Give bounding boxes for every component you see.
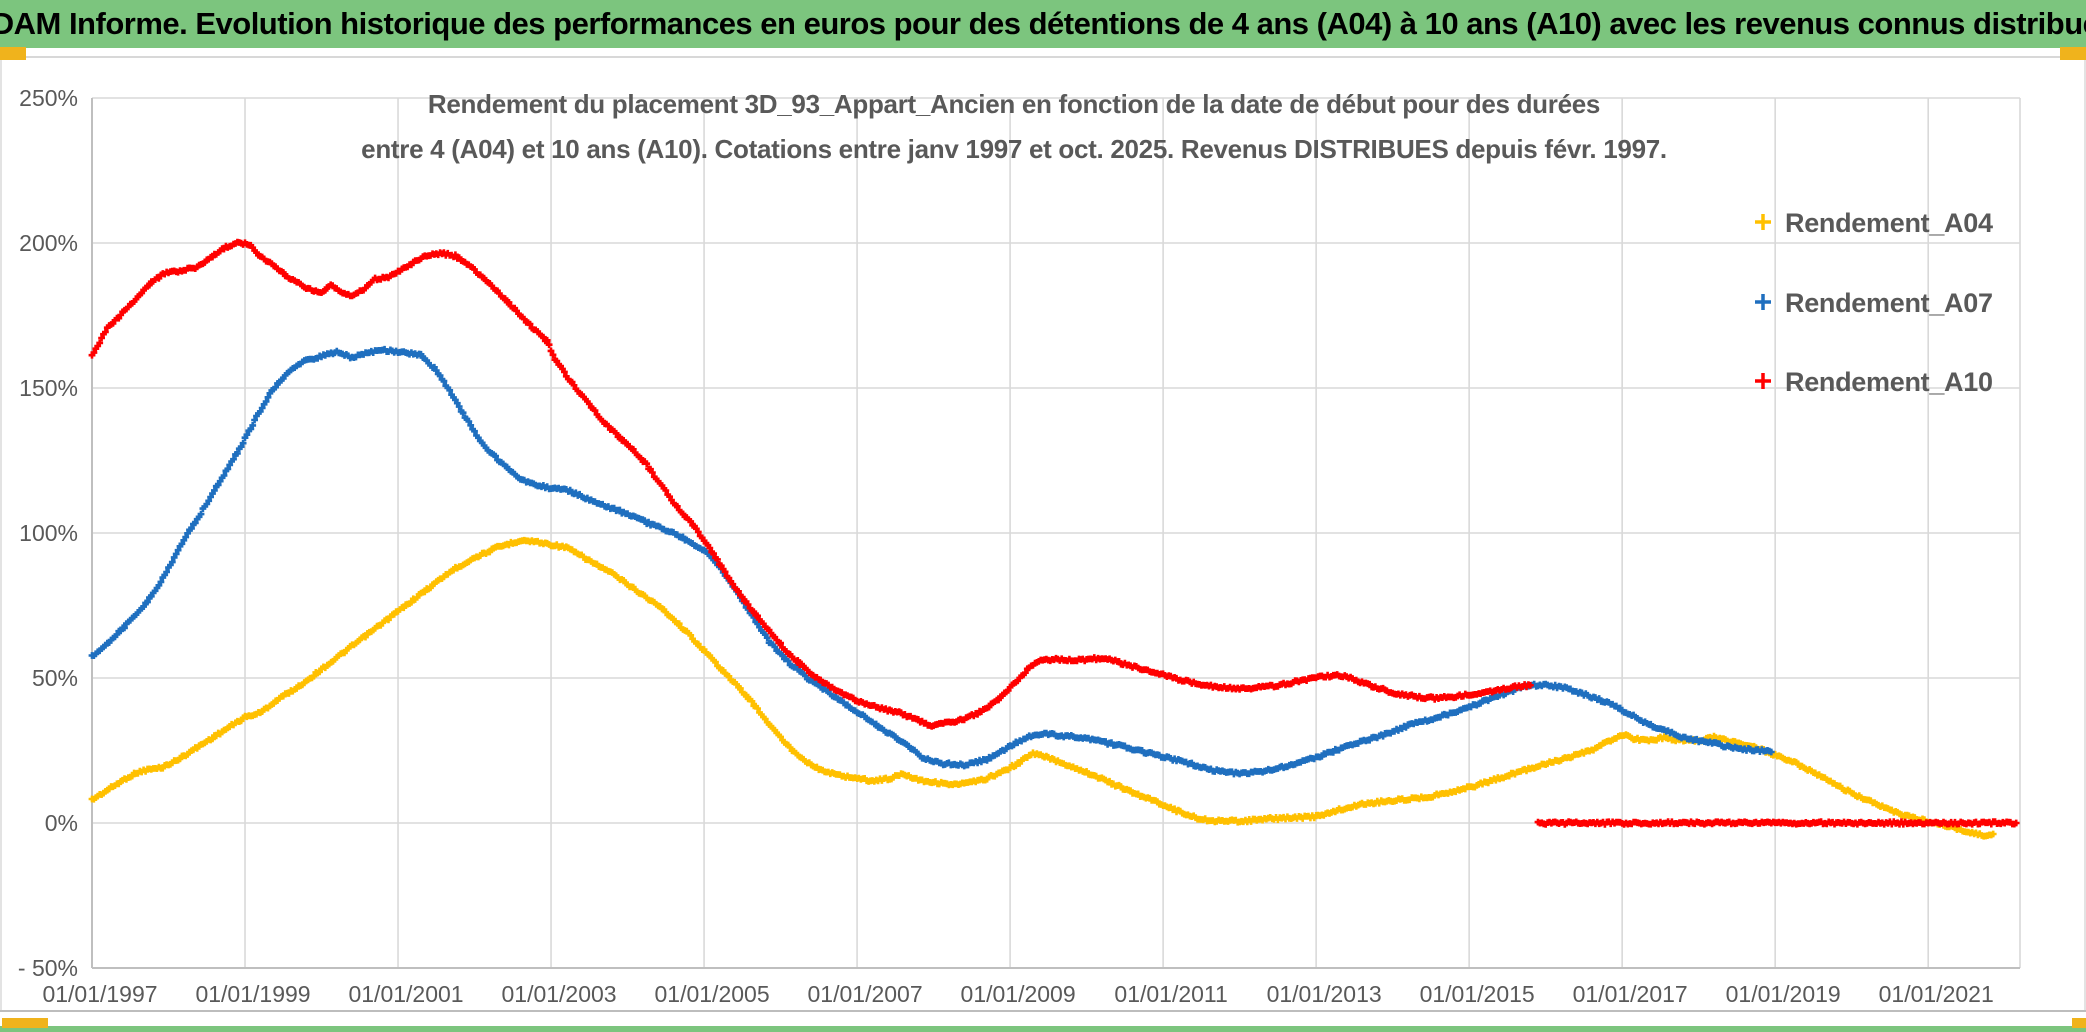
chart-title-line2: entre 4 (A04) et 10 ans (A10). Cotations… [361, 134, 1667, 164]
x-tick-label: 01/01/2015 [1420, 981, 1535, 1007]
x-tick-label: 01/01/2021 [1879, 981, 1994, 1007]
x-tick-label: 01/01/2001 [348, 981, 463, 1007]
legend-label-a07: Rendement_A07 [1785, 288, 1993, 318]
legend-item-a10: Rendement_A10 [1755, 367, 1993, 397]
x-tick-label: 01/01/1999 [195, 981, 310, 1007]
accent-top-right [2060, 47, 2086, 60]
x-tick-label: 01/01/2013 [1267, 981, 1382, 1007]
x-tick-label: 01/01/2011 [1114, 981, 1227, 1007]
series-rendement_a10 [88, 238, 1534, 730]
y-tick-label: 50% [32, 665, 78, 691]
series-rendement_a07 [88, 345, 1775, 778]
y-tick-label: - 50% [18, 955, 78, 981]
footer-bar [0, 1026, 2086, 1032]
y-tick-label: 200% [19, 230, 78, 256]
x-tick-label: 01/01/1997 [42, 981, 157, 1007]
tick-labels: 250% 200% 150% 100% 50% 0% - 50%01/01/1997 01/0… [18, 85, 1994, 1007]
x-tick-label: 01/01/2009 [961, 981, 1076, 1007]
header-title: ADAM Informe. Evolution historique des p… [0, 6, 2086, 41]
legend-item-a07: Rendement_A07 [1755, 288, 1993, 318]
bottom-divider [0, 1010, 2086, 1012]
legend-label-a10: Rendement_A10 [1785, 367, 1993, 397]
accent-bottom-left [2, 1018, 48, 1028]
y-tick-label: 250% [19, 85, 78, 111]
legend-marker-a04-plus-icon [1755, 214, 1771, 230]
x-tick-label: 01/01/2005 [655, 981, 770, 1007]
accent-bottom-right [2072, 1018, 2086, 1028]
series-rendement_a04 [88, 536, 1997, 840]
right-edge-line [2084, 60, 2086, 1010]
x-tick-label: 01/01/2017 [1573, 981, 1688, 1007]
left-edge-line [0, 60, 2, 1010]
series-layer [88, 238, 2020, 840]
x-tick-label: 01/01/2019 [1726, 981, 1841, 1007]
x-tick-label: 01/01/2007 [808, 981, 923, 1007]
header-divider [0, 56, 2086, 58]
series-rendement_a10 [1534, 818, 2020, 828]
chart-title-line1: Rendement du placement 3D_93_Appart_Anci… [428, 89, 1600, 119]
x-tick-label: 01/01/2003 [501, 981, 616, 1007]
legend: Rendement_A04 Rendement_A07 Rendement_A1… [1755, 208, 1993, 397]
legend-marker-a07-plus-icon [1755, 294, 1771, 310]
legend-item-a04: Rendement_A04 [1755, 208, 1993, 238]
axes [91, 98, 2020, 969]
y-tick-label: 100% [19, 520, 78, 546]
gridlines [91, 97, 2021, 969]
legend-label-a04: Rendement_A04 [1785, 208, 1993, 238]
y-tick-label: 150% [19, 375, 78, 401]
legend-marker-a10-plus-icon [1755, 373, 1771, 389]
y-tick-label: 0% [45, 810, 78, 836]
accent-top-left [0, 47, 26, 60]
header-bar: ADAM Informe. Evolution historique des p… [0, 0, 2086, 48]
